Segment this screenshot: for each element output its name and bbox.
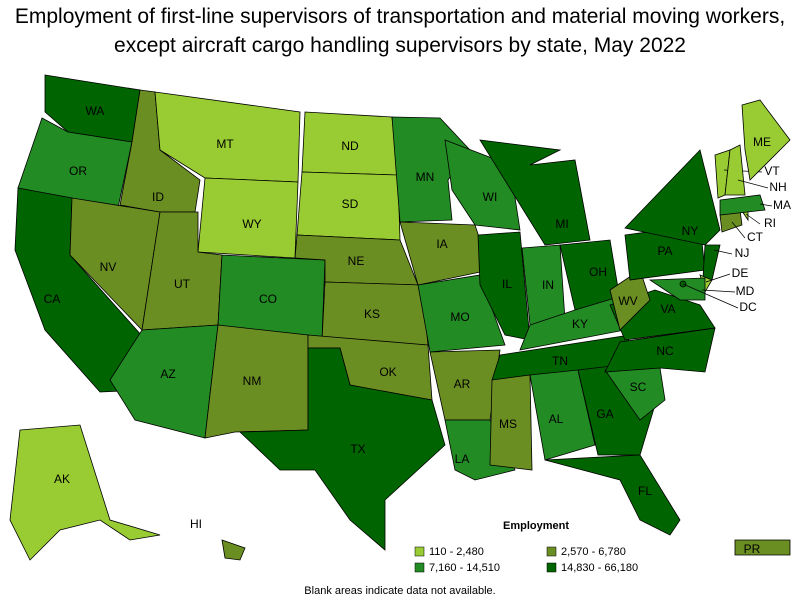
state-label: MT bbox=[216, 137, 234, 151]
state-label: SC bbox=[630, 380, 647, 394]
leader-line bbox=[745, 213, 761, 225]
state-label: MD bbox=[736, 284, 755, 298]
state-label: NH bbox=[769, 180, 786, 194]
state bbox=[239, 347, 446, 551]
state-label: NV bbox=[100, 260, 117, 274]
leader-line bbox=[713, 249, 733, 255]
leader-line bbox=[682, 283, 739, 309]
state bbox=[648, 277, 706, 301]
footnote: Blank areas indicate data not available. bbox=[304, 585, 495, 597]
state-label: TX bbox=[350, 442, 365, 456]
state bbox=[544, 454, 681, 536]
state-label: ME bbox=[753, 135, 771, 149]
state-label: WV bbox=[618, 294, 637, 308]
state-label: OK bbox=[379, 365, 396, 379]
state-label: AR bbox=[454, 377, 471, 391]
state-label: UT bbox=[174, 277, 191, 291]
state bbox=[529, 369, 596, 461]
state-label: DE bbox=[732, 266, 749, 280]
state bbox=[724, 144, 746, 196]
leader-line bbox=[731, 221, 746, 239]
state-label: MA bbox=[773, 198, 791, 212]
state-label: AZ bbox=[160, 367, 175, 381]
state-label: AL bbox=[549, 412, 564, 426]
state bbox=[734, 539, 791, 556]
leader-line bbox=[705, 273, 731, 283]
state-label: WY bbox=[242, 217, 261, 231]
leader-line bbox=[701, 289, 736, 293]
state-label: TN bbox=[552, 354, 568, 368]
state-label: IN bbox=[542, 278, 554, 292]
state-label: WA bbox=[86, 104, 105, 118]
state-label: PR bbox=[744, 542, 761, 556]
legend-swatch bbox=[546, 562, 557, 573]
state-label: AK bbox=[54, 472, 70, 486]
state bbox=[109, 324, 219, 439]
state bbox=[479, 139, 591, 246]
state-label: SD bbox=[342, 197, 359, 211]
legend-swatch bbox=[414, 546, 425, 557]
state-label: LA bbox=[455, 452, 470, 466]
state bbox=[719, 194, 766, 216]
state-label: ID bbox=[152, 190, 164, 204]
legend-title: Employment bbox=[503, 520, 569, 532]
state-label: NY bbox=[682, 224, 699, 238]
state-label: NE bbox=[348, 254, 365, 268]
state-label: GA bbox=[596, 407, 613, 421]
state-label: HI bbox=[190, 517, 202, 531]
state bbox=[17, 117, 133, 209]
leader-line bbox=[759, 203, 773, 207]
state-label: NM bbox=[243, 374, 262, 388]
state-label: MN bbox=[416, 170, 435, 184]
state bbox=[221, 539, 246, 561]
state-label: MS bbox=[499, 417, 517, 431]
state-label: FL bbox=[638, 484, 652, 498]
state bbox=[624, 149, 721, 246]
legend-swatch bbox=[546, 546, 557, 557]
state-label: VA bbox=[660, 302, 675, 316]
state-label: KS bbox=[364, 307, 380, 321]
state-label: KY bbox=[572, 317, 588, 331]
state-label: IA bbox=[436, 237, 447, 251]
state-label: PA bbox=[657, 244, 672, 258]
state bbox=[741, 99, 791, 181]
legend-label: 7,160 - 14,510 bbox=[429, 562, 500, 574]
state-label: WI bbox=[483, 190, 498, 204]
legend-label: 110 - 2,480 bbox=[429, 546, 484, 558]
state-label: CA bbox=[44, 292, 61, 306]
state-label: OH bbox=[589, 265, 607, 279]
state-label: NC bbox=[656, 344, 674, 358]
state-label: MO bbox=[450, 310, 469, 324]
state-label: MI bbox=[555, 217, 568, 231]
leader-line bbox=[737, 179, 769, 189]
legend-label: 14,830 - 66,180 bbox=[561, 562, 638, 574]
state bbox=[702, 244, 721, 281]
state-label: DC bbox=[739, 300, 757, 314]
state-label: OR bbox=[69, 164, 87, 178]
state-label: ND bbox=[341, 139, 359, 153]
map-title: Employment of first-line supervisors of … bbox=[14, 5, 786, 57]
state bbox=[9, 424, 161, 561]
state bbox=[417, 274, 506, 353]
state-label: VT bbox=[764, 164, 780, 178]
state-label: CO bbox=[259, 292, 277, 306]
legend-label: 2,570 - 6,780 bbox=[561, 546, 626, 558]
state-label: CT bbox=[747, 230, 764, 244]
state-label: NJ bbox=[735, 246, 750, 260]
state-label: IL bbox=[502, 277, 512, 291]
legend-swatch bbox=[414, 562, 425, 573]
state bbox=[489, 374, 533, 471]
state-label: RI bbox=[764, 216, 776, 230]
state bbox=[477, 231, 531, 341]
